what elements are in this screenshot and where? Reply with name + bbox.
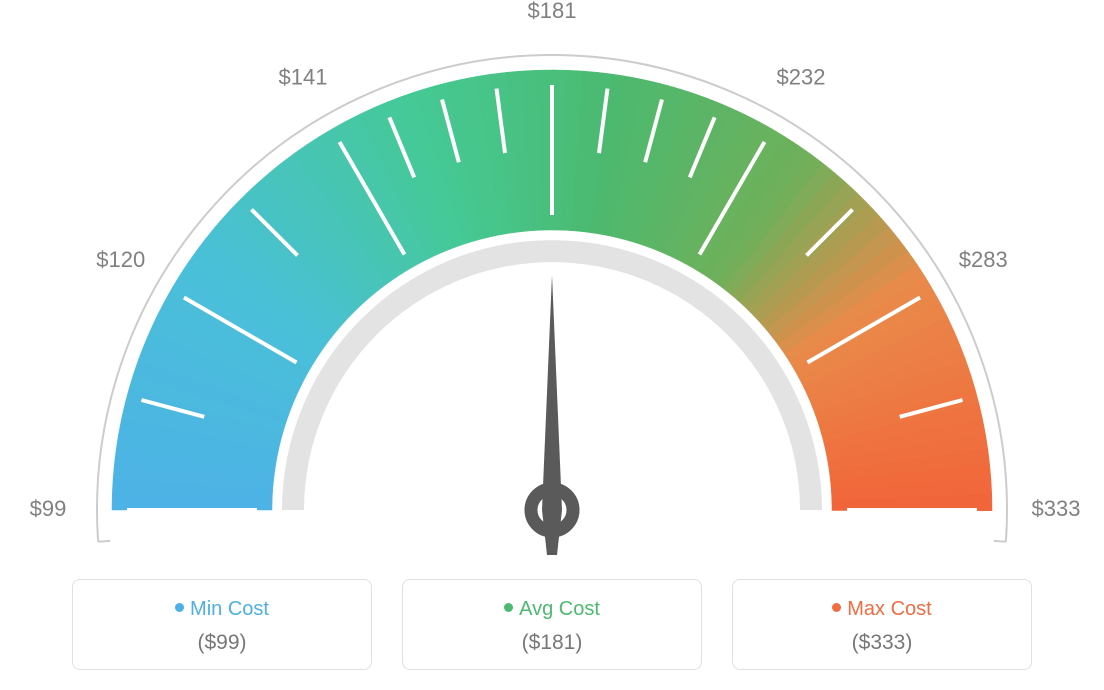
legend-label-min: Min Cost — [83, 598, 361, 621]
tick-label: $181 — [528, 0, 577, 23]
gauge-svg: $99 $120 $141 $181 $232 $283 $333 — [0, 0, 1104, 560]
legend-value-max: ($333) — [743, 631, 1021, 655]
legend-label-max-text: Max Cost — [847, 598, 931, 620]
tick-label: $120 — [96, 247, 145, 272]
cost-gauge: $99 $120 $141 $181 $232 $283 $333 — [0, 0, 1104, 560]
dot-icon — [504, 603, 513, 612]
legend-label-max: Max Cost — [743, 598, 1021, 621]
legend-row: Min Cost ($99) Avg Cost ($181) Max Cost … — [0, 579, 1104, 670]
tick-label: $333 — [1032, 496, 1081, 521]
needle — [542, 275, 562, 555]
legend-value-min: ($99) — [83, 631, 361, 655]
tick-label: $99 — [30, 496, 67, 521]
legend-card-max: Max Cost ($333) — [732, 579, 1032, 670]
legend-label-avg-text: Avg Cost — [519, 598, 600, 620]
tick-label: $141 — [279, 65, 328, 90]
legend-label-avg: Avg Cost — [413, 598, 691, 621]
dot-icon — [175, 603, 184, 612]
legend-label-min-text: Min Cost — [190, 598, 269, 620]
legend-card-min: Min Cost ($99) — [72, 579, 372, 670]
legend-value-avg: ($181) — [413, 631, 691, 655]
legend-card-avg: Avg Cost ($181) — [402, 579, 702, 670]
tick-label: $283 — [959, 247, 1008, 272]
dot-icon — [832, 603, 841, 612]
tick-label: $232 — [777, 65, 826, 90]
